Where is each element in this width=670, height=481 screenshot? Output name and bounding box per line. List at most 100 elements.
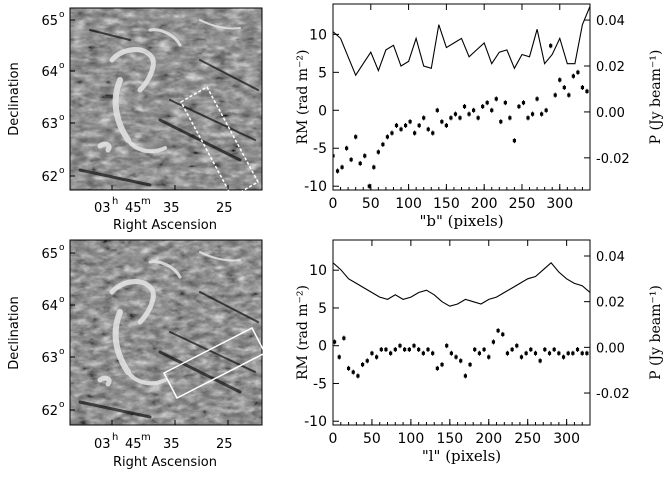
rm-data-point	[384, 347, 388, 352]
rm-data-point	[533, 351, 538, 355]
ra-m-top: m	[141, 196, 151, 207]
rm-data-point	[458, 116, 462, 120]
ra-tick-03-bottom: 03	[94, 437, 111, 452]
rm-data-point	[360, 362, 365, 367]
rm-data-point	[363, 154, 367, 158]
x-tick-label: 150	[436, 431, 463, 447]
rm-data-point	[375, 355, 379, 359]
y-right-axis-label: P (Jy beam⁻¹)	[648, 285, 664, 380]
rm-data-point	[517, 104, 521, 109]
y-right-tick-label: 0.02	[596, 296, 625, 311]
map-image-top	[70, 8, 262, 190]
rm-data-point	[335, 169, 340, 173]
rm-data-point	[412, 344, 416, 348]
rm-data-point	[367, 184, 371, 188]
rm-data-point	[512, 139, 517, 143]
rm-data-point	[440, 362, 444, 367]
x-tick-label: 0	[329, 431, 338, 447]
deg-symbol: o	[59, 400, 65, 410]
rm-data-point	[482, 347, 486, 352]
rm-data-point	[358, 161, 362, 166]
rm-data-point	[580, 85, 585, 90]
ra-m-bottom: m	[141, 432, 151, 443]
rm-data-point	[398, 344, 402, 348]
rm-data-point	[501, 332, 505, 336]
dec-tick-63-bottom: 63	[41, 351, 58, 366]
rm-data-point	[503, 101, 507, 105]
map-panel-top: 65 64 63 62 o o o o 03 h 45 m 35 25 Righ…	[7, 7, 263, 233]
y-right-tick-label: 0.04	[596, 14, 625, 29]
plot-data-area	[333, 6, 590, 189]
rm-data-point	[476, 116, 480, 120]
ra-tick-03-top: 03	[94, 201, 111, 216]
plot-frame	[332, 3, 591, 191]
rm-data-point	[505, 351, 510, 355]
rm-data-point	[576, 70, 580, 74]
dec-tick-62-bottom: 62	[41, 404, 58, 419]
rm-data-point	[440, 120, 444, 124]
rm-data-point	[526, 116, 530, 120]
x-tick-label: 250	[514, 431, 541, 447]
dec-tick-65-top: 65	[41, 14, 58, 29]
rm-profile-plot-l: 0 50 100 150 200 250 300 -10 -5 0 5 10 0.04 0.02 0.00 -…	[295, 239, 664, 465]
dec-tick-64-top: 64	[41, 65, 58, 80]
rm-data-point	[333, 154, 335, 158]
rm-data-point	[354, 135, 358, 139]
y-left-tick-label: 0	[318, 103, 327, 119]
y-left-tick-label: -5	[313, 141, 327, 157]
rm-data-point	[342, 336, 346, 340]
rm-data-point	[435, 108, 439, 112]
y-left-tick-label: 0	[318, 339, 327, 355]
rm-data-point	[553, 93, 557, 97]
rm-data-point	[444, 123, 448, 128]
rm-data-point	[407, 347, 411, 352]
deg-symbol: o	[59, 61, 65, 71]
dec-tick-64-bottom: 64	[41, 299, 58, 314]
ra-tick-35-top: 35	[163, 201, 180, 216]
rm-data-point	[477, 351, 482, 355]
rm-data-point	[333, 340, 337, 344]
rm-data-point	[473, 347, 477, 352]
rm-data-point	[566, 351, 570, 355]
deg-symbol: o	[59, 113, 65, 123]
rm-data-point	[524, 351, 528, 355]
dec-axis-label-bottom: Declination	[7, 296, 22, 370]
rm-data-point	[394, 123, 399, 128]
rm-data-point	[385, 135, 390, 139]
x-tick-label: 50	[363, 431, 381, 447]
plot-frame	[332, 239, 591, 426]
rm-data-point	[515, 344, 519, 348]
rm-data-point	[571, 74, 575, 78]
rm-data-point	[580, 351, 584, 355]
x-tick-label: 100	[395, 196, 422, 212]
rm-data-point	[552, 347, 556, 352]
y-left-tick-label: 10	[309, 263, 327, 279]
rm-data-point	[445, 344, 449, 348]
rm-data-point	[490, 108, 494, 112]
rm-data-point	[529, 347, 533, 352]
rm-data-point	[356, 374, 360, 378]
ra-h-bottom: h	[112, 432, 118, 443]
rm-data-point	[454, 355, 458, 359]
rm-data-point	[453, 112, 458, 116]
dec-tick-63-top: 63	[41, 117, 58, 132]
rm-data-point	[491, 340, 496, 344]
rm-data-point	[535, 97, 539, 101]
rm-data-point	[481, 104, 485, 109]
x-tick-label: 300	[546, 196, 573, 212]
deg-symbol: o	[59, 295, 65, 305]
y-right-axis-label: P (Jy beam⁻¹)	[648, 50, 664, 145]
ra-axis-label-top: Right Ascension	[113, 218, 217, 233]
x-axis-label: "b" (pixels)	[419, 212, 503, 230]
rm-data-point	[496, 329, 500, 333]
rm-data-point	[540, 112, 544, 116]
rm-data-point	[431, 131, 435, 135]
y-right-tick-label: 0.02	[596, 60, 625, 75]
ra-h-top: h	[112, 196, 118, 207]
x-tick-label: 150	[433, 196, 460, 212]
rm-data-point	[417, 347, 421, 352]
rm-data-point	[403, 123, 408, 128]
rm-data-point	[408, 120, 412, 124]
rm-profile-plot-b: 0 50 100 150 200 250 300 -10 -5 0 5 10 0.04 0.02 0.00 -…	[295, 3, 664, 230]
rm-data-point	[459, 359, 463, 363]
